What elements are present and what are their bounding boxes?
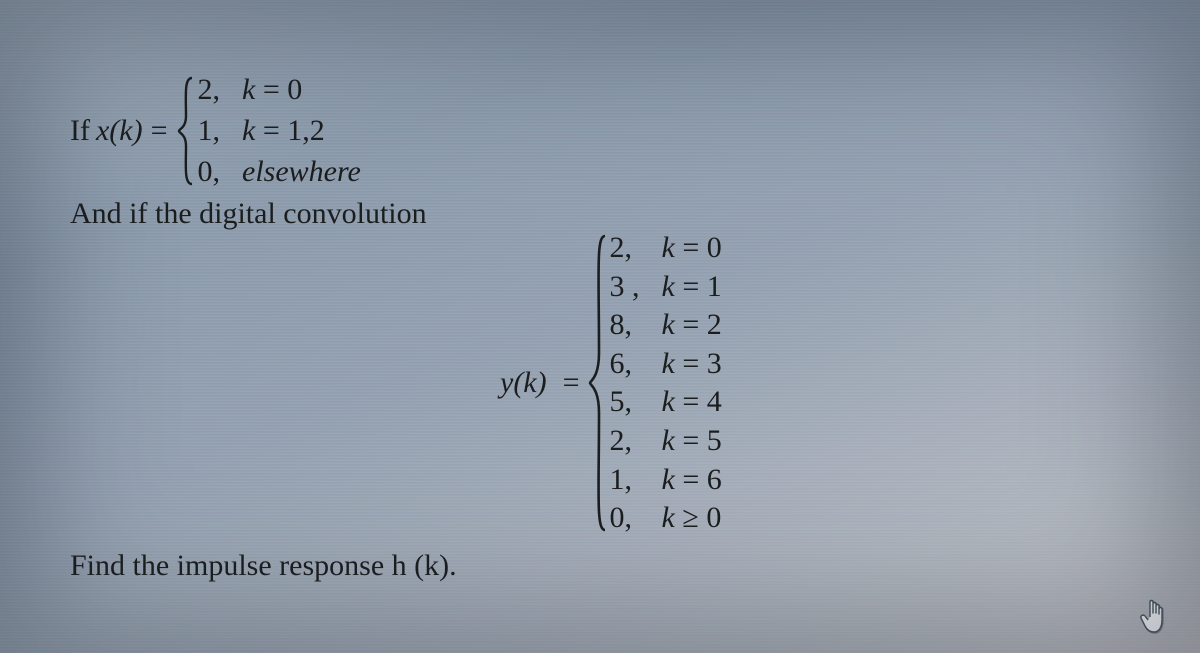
x-piecewise: 2, k k = 0= 0 1, k = 1,2 0, elsewhere [176, 70, 361, 191]
problem-content: If x(k) = 2, k k = 0= 0 1, k = 1,2 0, el… [0, 0, 1200, 653]
x-case-value: 1, [198, 111, 221, 150]
find-line: Find the impulse response h (k). [70, 549, 457, 583]
y-case-value: 2, [610, 230, 640, 267]
y-piecewise: 2, k = 0 3 , k = 1 8, k = 2 6, k = 3 5, … [588, 230, 722, 537]
y-case-value: 2, [610, 423, 640, 460]
y-case-value: 6, [610, 346, 640, 383]
x-case-cond: k k = 0= 0 [242, 70, 361, 109]
y-case-value: 3 , [610, 269, 640, 306]
x-fn-label: x(k) [96, 111, 143, 150]
y-case-value: 1, [610, 462, 640, 499]
y-case-value: 5, [610, 384, 640, 421]
y-case-value: 0, [610, 500, 640, 537]
y-case-cond: k = 2 [662, 307, 722, 344]
equals-1: = [151, 111, 168, 150]
y-case-cond: k = 5 [662, 423, 722, 460]
left-brace-icon [588, 230, 610, 537]
y-case-cond: k = 6 [662, 462, 722, 499]
x-case-value: 2, [198, 70, 221, 109]
y-case-cond: k = 0 [662, 230, 722, 267]
x-cases: 2, k k = 0= 0 1, k = 1,2 0, elsewhere [198, 70, 361, 191]
y-case-cond: k = 3 [662, 346, 722, 383]
y-case-cond: k = 1 [662, 269, 722, 306]
if-label: If [70, 111, 90, 150]
x-case-cond: elsewhere [242, 152, 361, 191]
x-case-cond: k = 1,2 [242, 111, 361, 150]
y-definition: y(k) = 2, k = 0 3 , k = 1 8, k = 2 6, k … [500, 230, 722, 537]
y-case-cond: k ≥ 0 [662, 500, 722, 537]
y-cases: 2, k = 0 3 , k = 1 8, k = 2 6, k = 3 5, … [610, 230, 722, 537]
hand-cursor-icon [1138, 595, 1172, 635]
left-brace-icon [176, 70, 198, 191]
and-line: And if the digital convolution [70, 197, 1140, 231]
y-case-cond: k = 4 [662, 384, 722, 421]
y-case-value: 8, [610, 307, 640, 344]
x-case-value: 0, [198, 152, 221, 191]
equals-2: = [563, 366, 580, 400]
x-definition: If x(k) = 2, k k = 0= 0 1, k = 1,2 0, el… [70, 70, 1140, 191]
y-fn-label: y(k) [500, 366, 547, 400]
